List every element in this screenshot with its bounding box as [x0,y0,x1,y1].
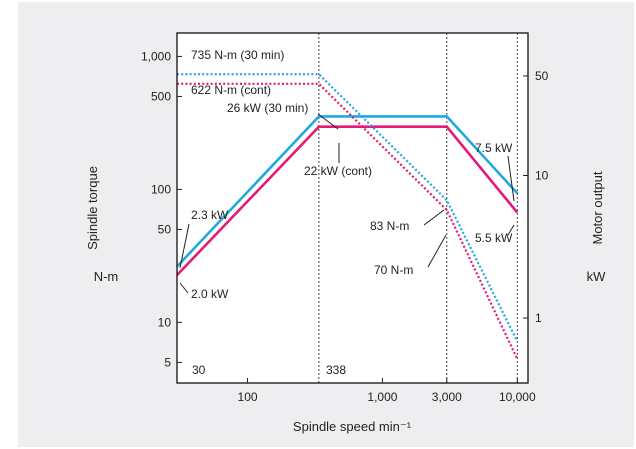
y-right-tick-label: 50 [535,69,549,83]
annotation-speed-base: 338 [326,363,346,377]
y-axis-right-label: Motor output [590,171,605,244]
leader-line-4 [507,155,515,202]
x-axis-label: Spindle speed min⁻¹ [293,419,412,434]
x-tick-label: 3,000 [432,390,462,404]
series-torque_30min [177,73,519,342]
y-axis-right-unit: kW [587,269,607,284]
y-left-tick-label: 500 [151,89,171,103]
leader-line-6 [423,209,445,226]
y-right-tick-label: 10 [535,169,549,183]
y-axis-left-unit: N-m [94,269,119,284]
annotation-torque-30min-3000: 83 N-m [370,219,409,233]
series-torque_cont [177,82,519,360]
axes: 1,000 500 100 50 10 5 50 10 1 100 1,000 3,000 10,000 [141,32,549,404]
annotation-torque-30min: 735 N-m (30 min) [191,48,284,62]
y-left-tick-label: 10 [158,315,172,329]
series-layer [176,73,519,360]
series-power_30min [176,115,519,268]
annotation-power-cont-low: 2.0 kW [191,287,229,301]
x-tick-label: 10,000 [499,390,536,404]
leader-lines [179,113,515,294]
axis-frame [176,32,529,384]
x-tick-label: 1,000 [367,390,397,404]
y-right-tick-label: 1 [535,311,542,325]
series-power_cont [176,125,519,276]
leader-line-2 [317,113,339,130]
y-left-tick-label: 100 [151,182,171,196]
plot-area [177,33,528,383]
leader-line-5 [507,224,515,236]
annotation-power-30min: 26 kW (30 min) [227,101,308,115]
y-left-tick-label: 5 [164,355,171,369]
annotation-power-30min-low: 2.3 kW [191,208,229,222]
annotation-speed-low: 30 [192,363,206,377]
leader-line-0 [179,223,190,269]
annotation-power-cont: 22 kW (cont) [304,164,372,178]
y-axis-left-label: Spindle torque [85,166,100,250]
annotation-torque-cont: 622 N-m (cont) [191,83,271,97]
annotation-power-cont-high: 5.5 kW [475,231,513,245]
leader-line-1 [179,282,189,294]
y-left-tick-label: 50 [158,222,172,236]
x-tick-label: 100 [238,390,258,404]
annotation-power-30min-high: 7.5 kW [475,141,513,155]
annotation-torque-cont-3000: 70 N-m [374,263,413,277]
y-left-tick-label: 1,000 [141,49,171,63]
annotations: 735 N-m (30 min) 622 N-m (cont) 26 kW (3… [191,48,513,377]
leader-line-7 [427,234,447,268]
